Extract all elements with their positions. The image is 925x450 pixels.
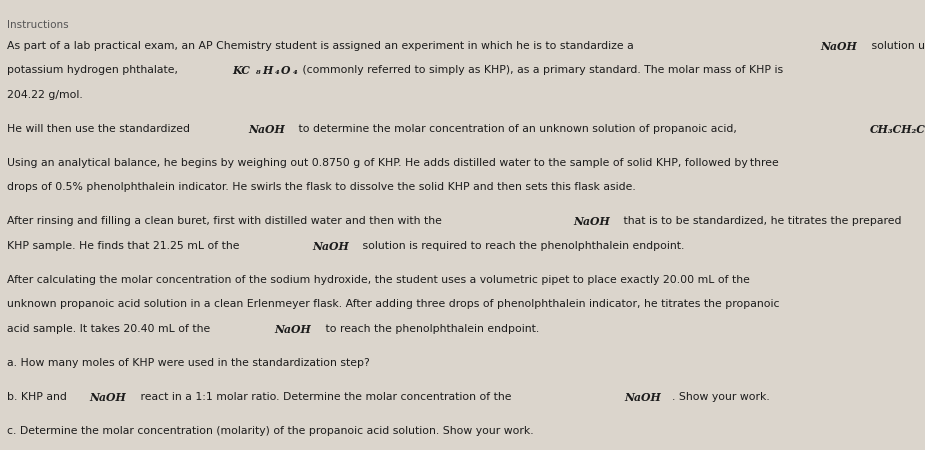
Text: NaOH: NaOH — [248, 124, 285, 135]
Text: After calculating the molar concentration of the sodium hydroxide, the student u: After calculating the molar concentratio… — [7, 275, 750, 285]
Text: NaOH: NaOH — [89, 392, 126, 403]
Text: that is to be standardized, he titrates the prepared: that is to be standardized, he titrates … — [621, 216, 902, 226]
Text: (commonly referred to simply as KHP), as a primary standard. The molar mass of K: (commonly referred to simply as KHP), as… — [300, 65, 783, 75]
Text: As part of a lab practical exam, an AP Chemistry student is assigned an experime: As part of a lab practical exam, an AP C… — [7, 41, 637, 51]
Text: CH₃CH₂COOH: CH₃CH₂COOH — [870, 124, 925, 135]
Text: solution using: solution using — [868, 41, 925, 51]
Text: ₈: ₈ — [255, 65, 260, 76]
Text: NaOH: NaOH — [624, 392, 661, 403]
Text: NaOH: NaOH — [274, 324, 311, 334]
Text: He will then use the standardized: He will then use the standardized — [7, 124, 194, 134]
Text: . Show your work.: . Show your work. — [672, 392, 770, 402]
Text: acid sample. It takes 20.40 mL of the: acid sample. It takes 20.40 mL of the — [7, 324, 215, 333]
Text: potassium hydrogen phthalate,: potassium hydrogen phthalate, — [7, 65, 182, 75]
Text: KC: KC — [232, 65, 251, 76]
Text: solution is required to reach the phenolphthalein endpoint.: solution is required to reach the phenol… — [359, 241, 684, 251]
Text: c. Determine the molar concentration (molarity) of the propanoic acid solution. : c. Determine the molar concentration (mo… — [7, 426, 534, 436]
Text: 204.22 g/mol.: 204.22 g/mol. — [7, 90, 83, 99]
Text: Instructions: Instructions — [7, 20, 69, 30]
Text: After rinsing and filling a clean buret, first with distilled water and then wit: After rinsing and filling a clean buret,… — [7, 216, 446, 226]
Text: b. KHP and: b. KHP and — [7, 392, 71, 402]
Text: to determine the molar concentration of an unknown solution of propanoic acid,: to determine the molar concentration of … — [295, 124, 741, 134]
Text: a. How many moles of KHP were used in the standardization step?: a. How many moles of KHP were used in th… — [7, 358, 370, 368]
Text: to reach the phenolphthalein endpoint.: to reach the phenolphthalein endpoint. — [322, 324, 539, 333]
Text: drops of 0.5% phenolphthalein indicator. He swirls the flask to dissolve the sol: drops of 0.5% phenolphthalein indicator.… — [7, 182, 636, 192]
Text: O: O — [281, 65, 290, 76]
Text: H: H — [262, 65, 272, 76]
Text: ₄: ₄ — [275, 65, 279, 76]
Text: Using an analytical balance, he begins by weighing out 0.8750 g of KHP. He adds : Using an analytical balance, he begins b… — [7, 158, 779, 168]
Text: ₄: ₄ — [293, 65, 298, 76]
Text: react in a 1:1 molar ratio. Determine the molar concentration of the: react in a 1:1 molar ratio. Determine th… — [137, 392, 514, 402]
Text: NaOH: NaOH — [574, 216, 610, 227]
Text: NaOH: NaOH — [312, 241, 349, 252]
Text: NaOH: NaOH — [820, 41, 857, 52]
Text: KHP sample. He finds that 21.25 mL of the: KHP sample. He finds that 21.25 mL of th… — [7, 241, 243, 251]
Text: unknown propanoic acid solution in a clean Erlenmeyer flask. After adding three : unknown propanoic acid solution in a cle… — [7, 299, 780, 309]
